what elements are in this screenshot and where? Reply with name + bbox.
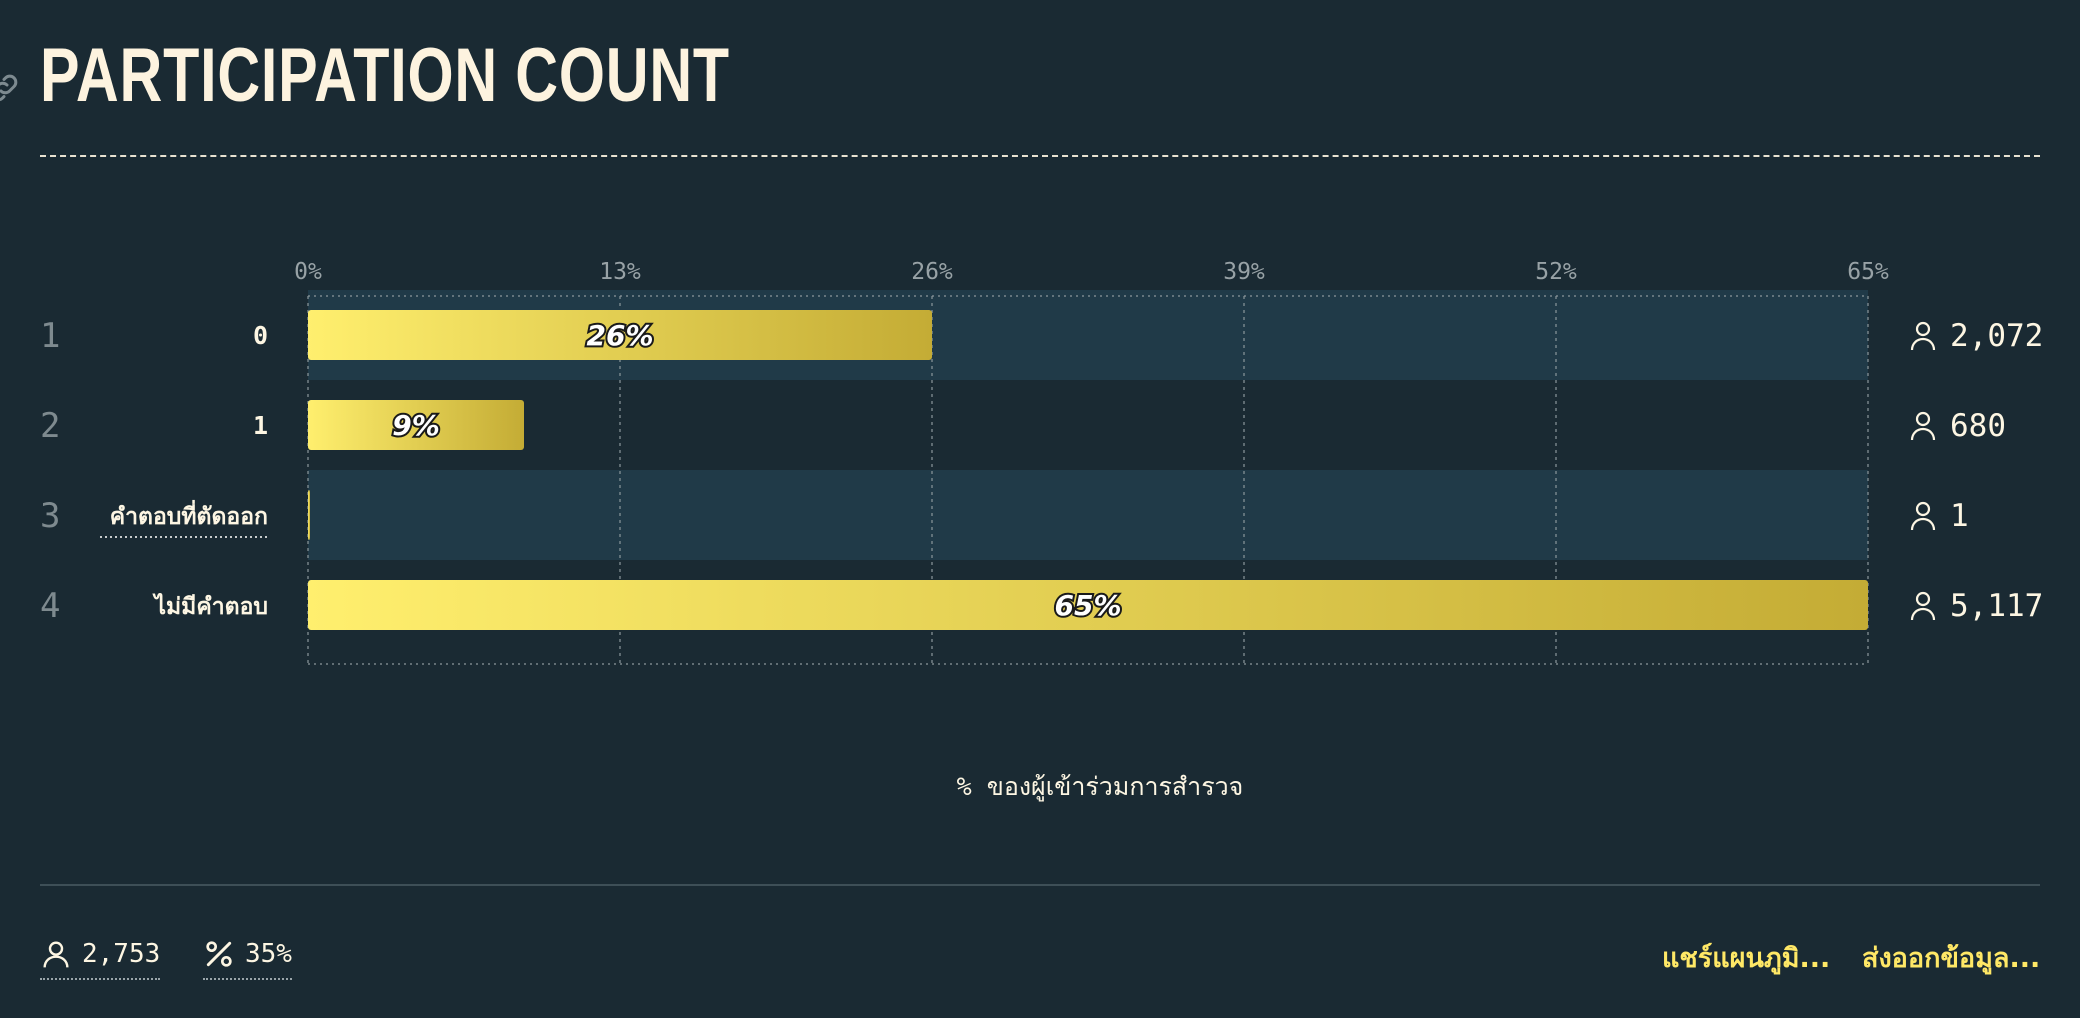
bar-value-label: 9% [392, 409, 440, 442]
person-icon [43, 941, 69, 968]
row-count: 2,072 [1950, 318, 2043, 354]
row-rank: 2 [40, 406, 60, 446]
row-rank: 3 [40, 496, 60, 536]
row-count: 1 [1950, 498, 1969, 534]
row-count: 680 [1950, 408, 2006, 444]
link-icon[interactable] [0, 70, 22, 106]
x-tick-label-top: 13% [599, 259, 641, 285]
bar [308, 490, 310, 540]
percent-value: 35% [245, 939, 292, 969]
bar-value-label: 65% [1054, 589, 1121, 622]
category-label: 1 [253, 411, 268, 440]
percent-icon [206, 941, 232, 967]
person-icon [1910, 321, 1936, 351]
respondent-count: 2,753 [82, 939, 161, 969]
export-data-button[interactable]: ส่งออกข้อมูล... [1862, 943, 2041, 974]
x-tick-label-top: 39% [1223, 259, 1265, 285]
x-axis-title: % ของผู้เข้าร่วมการสำรวจ [956, 772, 1244, 801]
person-icon [1910, 501, 1936, 531]
respondent-count-stat[interactable]: 2,753 [40, 934, 161, 980]
row-rank: 4 [40, 586, 60, 626]
category-label: ไม่มีคำตอบ [151, 592, 268, 620]
bar [308, 400, 524, 450]
bar-value-label: 26% [586, 319, 653, 352]
row-count: 5,117 [1950, 588, 2043, 624]
footer-divider [40, 884, 2040, 886]
x-tick-label-top: 26% [911, 259, 953, 285]
bar [308, 310, 932, 360]
title-divider [40, 155, 2040, 157]
row-rank: 1 [40, 316, 60, 356]
share-chart-button[interactable]: แชร์แผนภูมิ... [1662, 943, 1831, 974]
person-icon [1910, 591, 1936, 621]
bar [308, 580, 1868, 630]
category-label: คำตอบที่ตัดออก [110, 499, 268, 530]
x-tick-label-top: 65% [1847, 259, 1889, 285]
chart-title: PARTICIPATION COUNT [40, 33, 730, 118]
x-tick-label-top: 0% [294, 259, 322, 285]
row-band [308, 470, 1868, 560]
bar-chart: 0%0%13%13%26%26%39%39%52%52%65%65%1026%2… [40, 259, 2043, 665]
category-label: 0 [253, 321, 268, 350]
person-icon [1910, 411, 1936, 441]
x-tick-label-top: 52% [1535, 259, 1577, 285]
percent-stat[interactable]: 35% [203, 934, 292, 980]
